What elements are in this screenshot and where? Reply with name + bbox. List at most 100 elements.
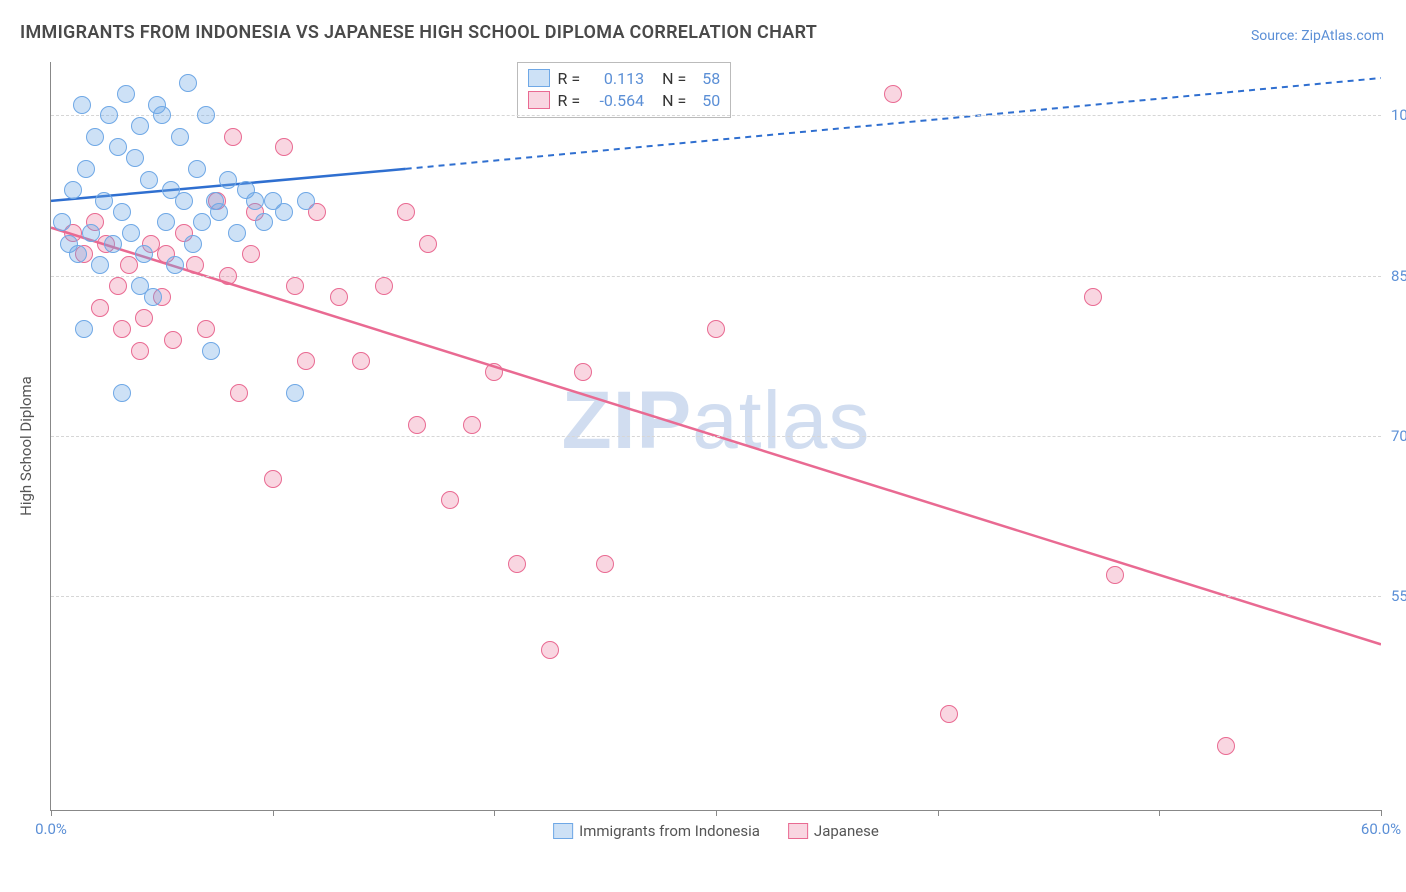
indonesia-marker [140, 171, 158, 189]
indonesia-marker [184, 235, 202, 253]
legend-item-japanese: Japanese [788, 822, 879, 840]
indonesia-marker [69, 245, 87, 263]
x-tick [1159, 810, 1160, 816]
stats-swatch [528, 69, 550, 87]
indonesia-marker [188, 160, 206, 178]
gridline [51, 115, 1381, 116]
stats-n-value: 58 [694, 69, 720, 88]
japanese-marker [1106, 566, 1124, 584]
japanese-marker [135, 309, 153, 327]
japanese-marker [541, 641, 559, 659]
y-tick-label: 85.0% [1391, 267, 1406, 285]
indonesia-marker [228, 224, 246, 242]
legend-label-japanese: Japanese [814, 822, 879, 840]
japanese-marker [707, 320, 725, 338]
y-tick-label: 70.0% [1391, 427, 1406, 445]
japanese-marker [113, 320, 131, 338]
japanese-marker [120, 256, 138, 274]
japanese-marker [219, 267, 237, 285]
indonesia-marker [64, 181, 82, 199]
stats-r-value: 0.113 [588, 69, 644, 88]
japanese-marker [131, 342, 149, 360]
watermark-zip: ZIP [562, 375, 693, 466]
legend-label-indonesia: Immigrants from Indonesia [579, 822, 760, 840]
indonesia-marker [75, 320, 93, 338]
indonesia-marker [53, 213, 71, 231]
japanese-marker [408, 416, 426, 434]
indonesia-marker [219, 171, 237, 189]
indonesia-marker [113, 384, 131, 402]
stats-swatch [528, 91, 550, 109]
indonesia-marker [131, 277, 149, 295]
indonesia-marker [109, 138, 127, 156]
indonesia-marker [175, 192, 193, 210]
chart-container: IMMIGRANTS FROM INDONESIA VS JAPANESE HI… [0, 0, 1406, 892]
japanese-marker [596, 555, 614, 573]
stats-n-value: 50 [694, 91, 720, 110]
indonesia-marker [193, 213, 211, 231]
x-tick-label: 0.0% [35, 820, 67, 838]
japanese-marker [574, 363, 592, 381]
indonesia-marker [86, 128, 104, 146]
japanese-marker [224, 128, 242, 146]
indonesia-marker [246, 192, 264, 210]
japanese-marker [164, 331, 182, 349]
indonesia-marker [91, 256, 109, 274]
stats-r-label: R = [558, 91, 581, 110]
stats-row-japanese: R =-0.564N =50 [528, 89, 721, 111]
legend-item-indonesia: Immigrants from Indonesia [553, 822, 760, 840]
indonesia-marker [275, 203, 293, 221]
indonesia-marker [131, 117, 149, 135]
japanese-marker [884, 85, 902, 103]
japanese-marker [352, 352, 370, 370]
x-tick [716, 810, 717, 816]
x-tick [273, 810, 274, 816]
indonesia-marker [100, 106, 118, 124]
bottom-legend: Immigrants from Indonesia Japanese [553, 822, 879, 840]
stats-r-value: -0.564 [588, 91, 644, 110]
japanese-marker [264, 470, 282, 488]
indonesia-marker [122, 224, 140, 242]
indonesia-marker [104, 235, 122, 253]
indonesia-marker [166, 256, 184, 274]
japanese-marker [441, 491, 459, 509]
watermark: ZIPatlas [562, 374, 871, 468]
indonesia-marker [135, 245, 153, 263]
indonesia-marker [73, 96, 91, 114]
y-axis-label: High School Diploma [17, 376, 35, 516]
japanese-marker [397, 203, 415, 221]
x-tick [51, 810, 52, 816]
chart-title: IMMIGRANTS FROM INDONESIA VS JAPANESE HI… [20, 22, 817, 43]
plot-area: ZIPatlas R =0.113N =58R =-0.564N =50 Imm… [50, 62, 1381, 811]
watermark-atlas: atlas [692, 375, 870, 466]
x-tick [494, 810, 495, 816]
japanese-marker [330, 288, 348, 306]
indonesia-marker [286, 384, 304, 402]
japanese-marker [940, 705, 958, 723]
japanese-marker [419, 235, 437, 253]
japanese-marker [242, 245, 260, 263]
gridline [51, 596, 1381, 597]
legend-swatch-japanese [788, 823, 808, 839]
indonesia-marker [126, 149, 144, 167]
indonesia-marker [157, 213, 175, 231]
japanese-marker [197, 320, 215, 338]
indonesia-marker [197, 106, 215, 124]
stats-n-label: N = [662, 69, 686, 88]
x-tick-label: 60.0% [1361, 820, 1401, 838]
indonesia-marker [179, 74, 197, 92]
legend-swatch-indonesia [553, 823, 573, 839]
stats-row-indonesia: R = 0.113 N = 58 [528, 67, 721, 89]
japanese-marker [91, 299, 109, 317]
japanese-marker [1084, 288, 1102, 306]
japanese-marker [109, 277, 127, 295]
japanese-marker [508, 555, 526, 573]
y-tick-label: 55.0% [1391, 587, 1406, 605]
japanese-marker [375, 277, 393, 295]
stats-r-label: R = [558, 69, 581, 88]
japanese-marker [275, 138, 293, 156]
gridline [51, 436, 1381, 437]
source-label: Source: ZipAtlas.com [1251, 28, 1384, 44]
indonesia-marker [95, 192, 113, 210]
indonesia-marker [153, 106, 171, 124]
